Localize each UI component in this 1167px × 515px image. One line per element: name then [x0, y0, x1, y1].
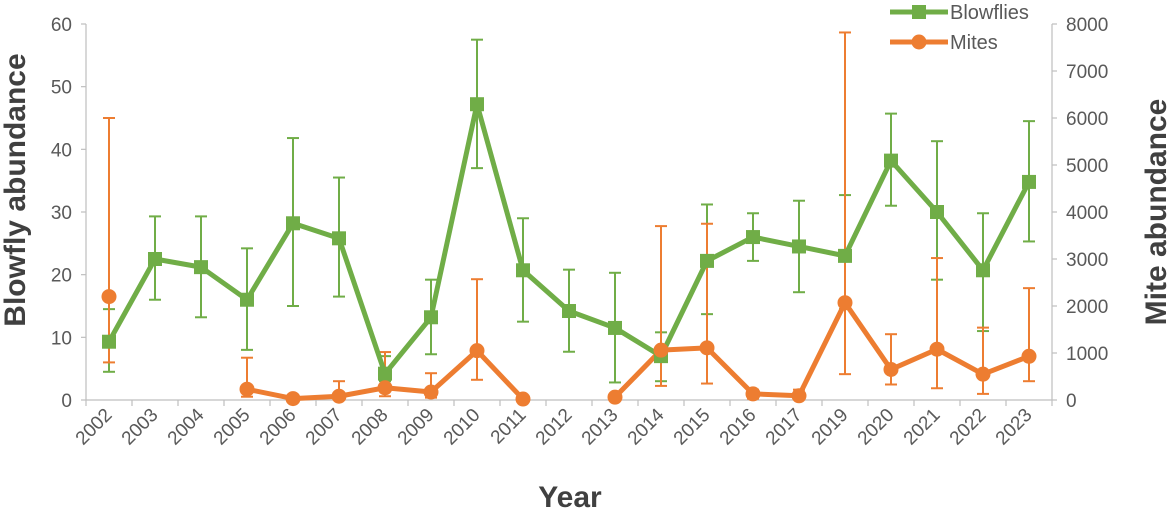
- mites-point: [745, 386, 761, 402]
- y-left-tick-label: 0: [61, 391, 72, 412]
- blowflies-point: [976, 263, 990, 278]
- x-tick-label: 2017: [762, 405, 807, 450]
- x-tick-label: 2010: [440, 405, 485, 450]
- mites-point: [1021, 348, 1037, 364]
- blowflies-point: [148, 252, 162, 266]
- x-tick-label: 2008: [348, 405, 393, 450]
- mites-point: [239, 381, 255, 397]
- x-tick-label: 2020: [854, 405, 899, 450]
- x-tick-label: 2023: [992, 405, 1037, 450]
- x-tick-label: 2013: [578, 405, 623, 450]
- blowflies-point: [884, 153, 898, 168]
- x-tick-label: 2009: [394, 405, 439, 450]
- blowflies-point: [470, 97, 484, 112]
- mites-point: [469, 343, 485, 359]
- y-left-tick-label: 10: [51, 328, 72, 349]
- x-tick-label: 2015: [670, 405, 715, 450]
- mites-point: [515, 391, 531, 407]
- y-left-tick-label: 30: [51, 203, 72, 224]
- blowflies-point: [608, 320, 622, 335]
- mites-point: [699, 340, 715, 356]
- mites-legend-label: Mites: [950, 32, 998, 54]
- x-tick-label: 2012: [532, 405, 577, 450]
- mites-point: [883, 361, 899, 377]
- blowflies-point: [240, 292, 254, 307]
- blowflies-point: [930, 205, 944, 219]
- blowflies-point: [378, 366, 392, 381]
- blowflies-point: [700, 253, 714, 268]
- mites-point: [423, 384, 439, 400]
- mites-legend-marker: [911, 34, 927, 50]
- x-tick-label: 2003: [118, 405, 163, 450]
- mites-point: [791, 388, 807, 404]
- y-axis-title-left: Blowfly abundance: [0, 53, 32, 326]
- mites-point: [331, 388, 347, 404]
- y-right-tick-label: 4000: [1066, 203, 1108, 224]
- blowflies-point: [1022, 174, 1036, 189]
- blowflies-legend-label: Blowflies: [950, 2, 1029, 24]
- x-tick-label: 2019: [808, 405, 853, 450]
- y-right-tick-label: 7000: [1066, 62, 1108, 83]
- y-right-tick-label: 5000: [1066, 156, 1108, 177]
- y-right-tick-label: 8000: [1066, 15, 1108, 36]
- blowflies-point: [746, 230, 760, 245]
- mites-point: [101, 289, 117, 305]
- blowflies-point: [332, 231, 346, 246]
- x-tick-label: 2014: [624, 404, 669, 449]
- blowflies-point: [792, 239, 806, 254]
- blowflies-point: [838, 248, 852, 263]
- blowflies-point: [562, 304, 576, 319]
- y-left-tick-label: 20: [51, 266, 72, 287]
- mites-point: [285, 391, 301, 407]
- y-right-tick-label: 1000: [1066, 344, 1108, 365]
- y-axis-title-right: Mite abundance: [1140, 99, 1167, 326]
- blowflies-point: [194, 260, 208, 275]
- x-tick-label: 2022: [946, 405, 991, 450]
- mites-point: [377, 380, 393, 396]
- y-right-tick-label: 0: [1066, 391, 1077, 412]
- x-tick-label: 2011: [487, 405, 531, 449]
- mites-point: [975, 366, 991, 382]
- mites-series-line: [612, 300, 1032, 400]
- x-axis-title: Year: [538, 481, 602, 510]
- y-right-tick-label: 3000: [1066, 250, 1108, 271]
- blowflies-point: [102, 334, 116, 349]
- mites-point: [607, 389, 623, 405]
- x-tick-label: 2021: [900, 405, 945, 450]
- mites-point: [653, 342, 669, 358]
- x-tick-label: 2006: [256, 405, 301, 450]
- x-tick-label: 2016: [716, 405, 761, 450]
- y-right-tick-label: 6000: [1066, 109, 1108, 130]
- x-tick-label: 2007: [302, 405, 347, 450]
- y-left-tick-label: 40: [51, 140, 72, 161]
- blowflies-point: [516, 263, 530, 278]
- blowflies-point: [424, 310, 438, 325]
- blowflies-point: [286, 216, 300, 231]
- x-tick-label: 2004: [164, 404, 209, 449]
- blowflies-legend-marker: [912, 5, 926, 19]
- y-left-tick-label: 60: [51, 15, 72, 36]
- x-tick-label: 2002: [72, 405, 117, 450]
- y-right-tick-label: 2000: [1066, 297, 1108, 318]
- mites-point: [929, 341, 945, 357]
- mites-point: [837, 295, 853, 311]
- x-tick-label: 2005: [210, 405, 255, 450]
- y-left-tick-label: 50: [51, 78, 72, 99]
